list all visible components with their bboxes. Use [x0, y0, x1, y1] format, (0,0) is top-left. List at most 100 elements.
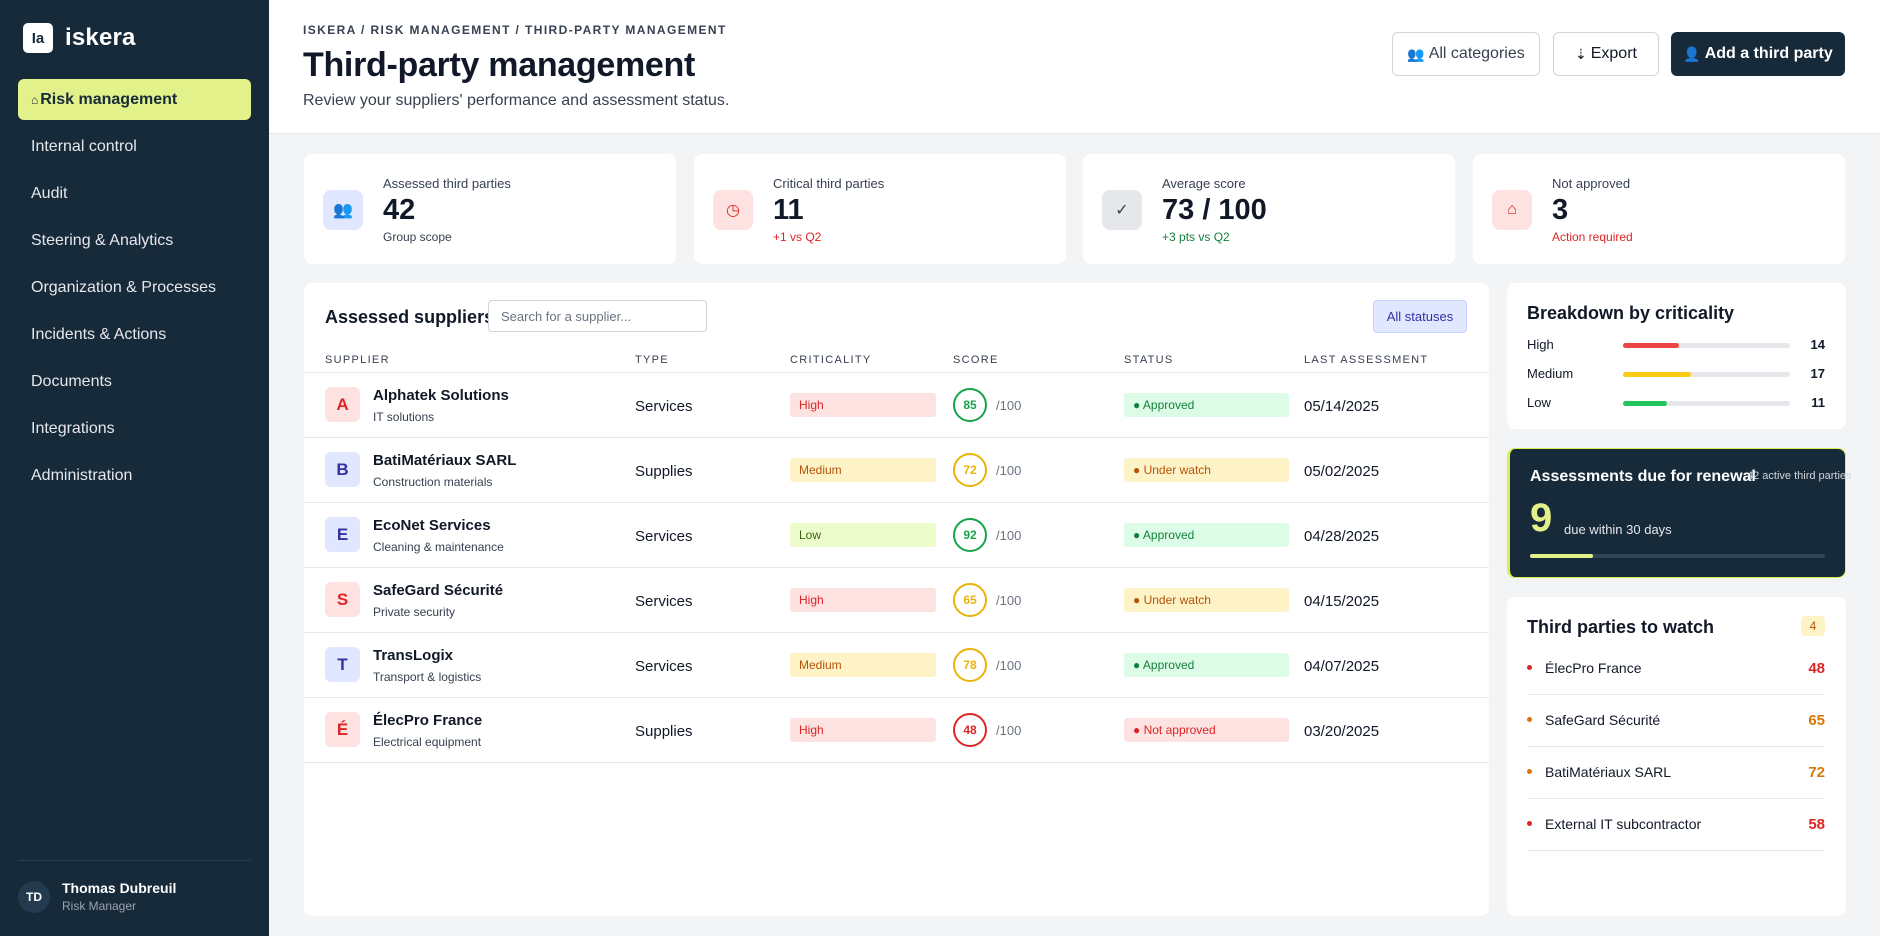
column-header-score[interactable]: SCORE: [953, 354, 999, 366]
table-row[interactable]: B BatiMatériaux SARL Construction material…: [304, 438, 1489, 503]
table-row[interactable]: A Alphatek Solutions IT solutions Services H…: [304, 373, 1489, 438]
export-label: Export: [1590, 45, 1637, 62]
last-assessment-date: 04/07/2025: [1304, 658, 1380, 675]
supplier-name[interactable]: BatiMatériaux SARL: [373, 452, 517, 469]
users-icon: 👥: [1407, 45, 1425, 62]
list-item[interactable]: ÉlecPro France 48: [1527, 643, 1825, 695]
kpi-label: Not approved: [1552, 176, 1631, 191]
sidebar-item-organization-processes[interactable]: Organization & Processes: [18, 267, 251, 308]
supplier-name[interactable]: Alphatek Solutions: [373, 387, 509, 404]
bullet-dot-icon: [1527, 821, 1532, 826]
column-header-status[interactable]: STATUS: [1124, 354, 1174, 366]
column-header-type[interactable]: TYPE: [635, 354, 669, 366]
status-badge: ● Under watch: [1124, 458, 1289, 482]
supplier-category: Construction materials: [373, 475, 493, 489]
page-title: Third-party management: [303, 46, 696, 84]
supplier-type: Services: [635, 593, 693, 610]
renewal-card[interactable]: Assessments due for renewal 42 active th…: [1507, 448, 1852, 578]
column-header-criticality[interactable]: CRITICALITY: [790, 354, 872, 366]
supplier-name[interactable]: ÉlecPro France: [373, 712, 483, 729]
brand[interactable]: Ia iskera: [23, 23, 136, 53]
list-item[interactable]: SafeGard Sécurité 65: [1527, 695, 1825, 747]
all-categories-label: All categories: [1428, 45, 1525, 62]
kpi-value: 3: [1552, 194, 1569, 226]
list-item[interactable]: External IT subcontractor 58: [1527, 799, 1825, 851]
score-ring: 65: [953, 583, 987, 617]
sidebar-item-label: Risk management: [40, 90, 178, 108]
kpi-note: Group scope: [383, 230, 452, 244]
list-item[interactable]: BatiMatériaux SARL 72: [1527, 747, 1825, 799]
supplier-name[interactable]: EcoNet Services: [373, 517, 491, 534]
bullet-dot-icon: [1527, 769, 1532, 774]
kpi-value: 73 / 100: [1162, 194, 1267, 226]
brand-logo: Ia: [23, 23, 53, 53]
table-row[interactable]: T TransLogix Transport & logistics Services…: [304, 633, 1489, 698]
supplier-avatar: B: [325, 452, 360, 487]
clock-icon: ◷: [713, 190, 753, 230]
last-assessment-date: 04/15/2025: [1304, 593, 1380, 610]
supplier-name[interactable]: SafeGard Sécurité: [373, 582, 504, 599]
renewal-active-count: 42 active third parties: [1747, 470, 1852, 482]
export-button[interactable]: ⇣ Export: [1553, 32, 1659, 76]
column-header-last-assessment[interactable]: LAST ASSESSMENT: [1304, 354, 1429, 366]
add-third-party-label: Add a third party: [1704, 45, 1833, 62]
download-icon: ⇣: [1575, 45, 1587, 62]
all-categories-button[interactable]: 👥 All categories: [1392, 32, 1540, 76]
sidebar-item-administration[interactable]: Administration: [18, 455, 251, 496]
sidebar-item-audit[interactable]: Audit: [18, 173, 251, 214]
sidebar-item-label: Internal control: [31, 137, 137, 155]
kpi-label: Critical third parties: [773, 176, 885, 191]
column-header-supplier[interactable]: SUPPLIER: [325, 354, 390, 366]
breakdown-row-high: High 14: [1527, 335, 1825, 355]
breakdown-bar-track: [1623, 372, 1790, 377]
renewal-progress-fill: [1530, 554, 1594, 558]
supplier-search-input[interactable]: [488, 300, 707, 332]
bullet-dot-icon: [1527, 665, 1532, 670]
score-suffix: /100: [996, 463, 1022, 478]
breakdown-label: High: [1527, 337, 1554, 352]
kpi-card-not-approved: ⌂ Not approved 3 Action required: [1473, 154, 1845, 264]
breakdown-row-medium: Medium 17: [1527, 364, 1825, 384]
score-suffix: /100: [996, 528, 1022, 543]
breakdown-card: Breakdown by criticality High 14 Medium 17 L…: [1507, 283, 1846, 429]
watch-item-score: 65: [1808, 712, 1825, 729]
kpi-card-assessed-third-parties: 👥 Assessed third parties 42 Group scope: [304, 154, 676, 264]
supplier-avatar: S: [325, 582, 360, 617]
breadcrumb: ISKERA / RISK MANAGEMENT / THIRD-PARTY M…: [303, 23, 727, 37]
sidebar-item-label: Steering & Analytics: [31, 231, 174, 249]
table-row[interactable]: É ÉlecPro France Electrical equipment Suppl…: [304, 698, 1489, 763]
table-header-divider: [304, 372, 1489, 373]
score-suffix: /100: [996, 658, 1022, 673]
sidebar-item-risk-management[interactable]: ⌂ Risk management: [18, 79, 251, 120]
sidebar-item-label: Organization & Processes: [31, 278, 216, 296]
renewal-progress-track: [1530, 554, 1825, 558]
supplier-avatar: T: [325, 647, 360, 682]
watch-item-name: External IT subcontractor: [1545, 816, 1702, 832]
watch-item-name: ÉlecPro France: [1545, 660, 1642, 676]
table-row[interactable]: E EcoNet Services Cleaning & maintenance Se…: [304, 503, 1489, 568]
kpi-note: Action required: [1552, 230, 1633, 244]
sidebar-item-integrations[interactable]: Integrations: [18, 408, 251, 449]
supplier-name[interactable]: TransLogix: [373, 647, 454, 664]
supplier-avatar: É: [325, 712, 360, 747]
sidebar-item-incidents-actions[interactable]: Incidents & Actions: [18, 314, 251, 355]
last-assessment-date: 05/14/2025: [1304, 398, 1380, 415]
table-row[interactable]: S SafeGard Sécurité Private security Servic…: [304, 568, 1489, 633]
status-filter-button[interactable]: All statuses: [1373, 300, 1467, 333]
user-profile[interactable]: TD Thomas Dubreuil Risk Manager: [18, 860, 251, 913]
sidebar-item-label: Administration: [31, 466, 133, 484]
supplier-avatar: E: [325, 517, 360, 552]
sidebar-item-internal-control[interactable]: Internal control: [18, 126, 251, 167]
score-suffix: /100: [996, 593, 1022, 608]
score-suffix: /100: [996, 723, 1022, 738]
supplier-category: Private security: [373, 605, 456, 619]
breakdown-label: Low: [1527, 395, 1551, 410]
sidebar-item-steering-analytics[interactable]: Steering & Analytics: [18, 220, 251, 261]
add-third-party-button[interactable]: 👤 Add a third party: [1671, 32, 1845, 76]
score-ring: 78: [953, 648, 987, 682]
kpi-note: +3 pts vs Q2: [1162, 230, 1230, 244]
sidebar-item-documents[interactable]: Documents: [18, 361, 251, 402]
criticality-badge: Medium: [790, 653, 936, 677]
last-assessment-date: 05/02/2025: [1304, 463, 1380, 480]
watch-item-name: BatiMatériaux SARL: [1545, 764, 1672, 780]
